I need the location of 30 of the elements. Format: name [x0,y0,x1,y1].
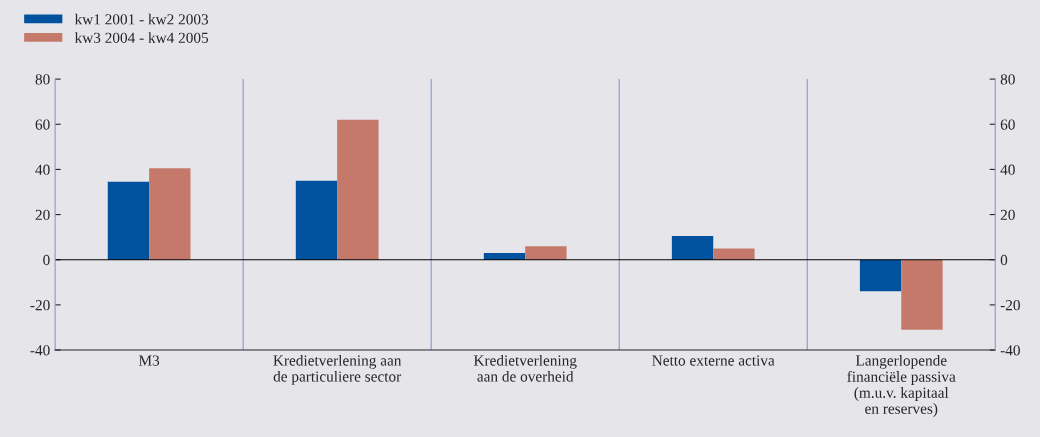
x-tick-label: Netto externe activa [652,355,775,366]
y-tick-label: 80 [35,74,50,85]
x-tick-label: Langerlopende financiële passiva (m.u.v. kapitaal en reserves) [847,354,956,417]
y-tick-label: -20 [30,300,50,311]
x-tick-label: M3 [138,355,160,366]
y-tick-label: -40 [30,345,50,356]
y-tick-label: 0 [43,254,50,266]
bar [337,119,379,260]
bar [149,168,191,260]
y2-tick-label: 40 [1000,164,1015,175]
bar [859,259,902,292]
y2-tick-label: -20 [1000,300,1020,311]
y2-tick-label: 20 [1000,209,1015,221]
x-tick-label: Kredietverlening aan de overheid [473,354,577,382]
y2-tick-label: 80 [1000,74,1015,85]
bar [901,259,943,330]
bar [525,246,567,260]
legend-label: kw1 2001 - kw2 2003 [74,13,209,25]
y2-tick-label: 60 [1000,119,1015,130]
bar [713,248,755,260]
y-tick-label: 20 [35,209,50,221]
bar [107,181,150,260]
bar [295,180,338,260]
legend-label: kw3 2004 - kw4 2005 [74,32,209,43]
y-tick-label: 60 [35,119,50,130]
bar [671,236,714,260]
y2-tick-label: 0 [1000,254,1008,266]
x-tick-label: Kredietverlening aan de particuliere sector [273,354,402,385]
y2-tick-label: -40 [1000,345,1020,356]
y-tick-label: 40 [35,164,50,175]
